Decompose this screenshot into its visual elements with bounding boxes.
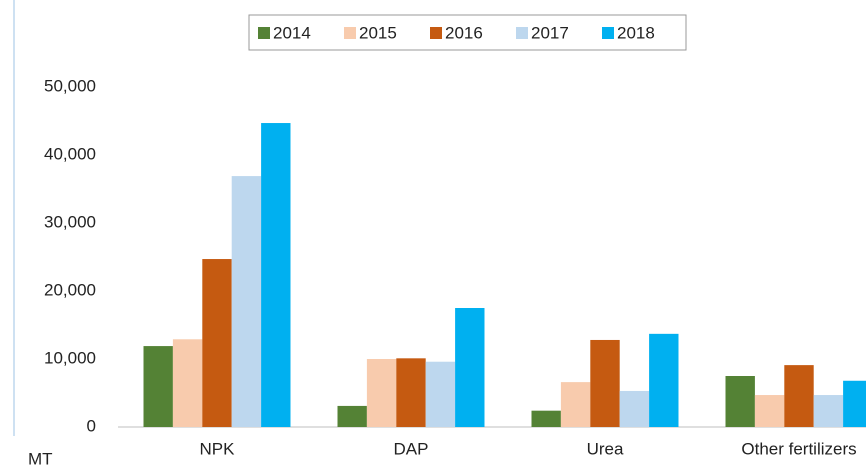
bar <box>261 123 291 427</box>
bar <box>590 339 620 427</box>
legend-label: 2017 <box>531 23 569 42</box>
bar <box>202 259 232 427</box>
bar <box>531 410 561 427</box>
bar <box>843 380 866 427</box>
bar <box>619 390 650 427</box>
y-tick-label: 10,000 <box>44 348 96 367</box>
bar <box>143 346 173 427</box>
y-tick-label: 20,000 <box>44 280 96 299</box>
legend-label: 2016 <box>445 23 483 42</box>
x-tick-label: Urea <box>587 439 624 458</box>
bar <box>784 365 814 427</box>
bar <box>231 176 262 427</box>
legend-swatch <box>258 27 270 39</box>
y-tick-label: 30,000 <box>44 212 96 231</box>
bar <box>337 405 367 427</box>
legend-swatch <box>430 27 442 39</box>
bar <box>813 395 844 427</box>
x-tick-label: Other fertilizers <box>741 439 856 458</box>
y-axis-unit: MT <box>28 449 53 468</box>
x-tick-label: DAP <box>394 439 429 458</box>
bar <box>366 359 397 427</box>
legend-label: 2018 <box>617 23 655 42</box>
bar <box>649 333 679 427</box>
bar <box>725 376 755 427</box>
y-tick-label: 40,000 <box>44 144 96 163</box>
bar <box>455 308 485 427</box>
bar <box>172 339 203 427</box>
legend-swatch <box>344 27 356 39</box>
x-tick-label: NPK <box>200 439 236 458</box>
y-tick-label: 0 <box>87 416 96 435</box>
legend-swatch <box>516 27 528 39</box>
legend-label: 2014 <box>273 23 311 42</box>
legend-label: 2015 <box>359 23 397 42</box>
bar <box>425 361 456 427</box>
bar <box>754 395 785 427</box>
legend-swatch <box>602 27 614 39</box>
bar <box>560 382 591 427</box>
y-tick-label: 50,000 <box>44 76 96 95</box>
bar <box>396 358 426 427</box>
